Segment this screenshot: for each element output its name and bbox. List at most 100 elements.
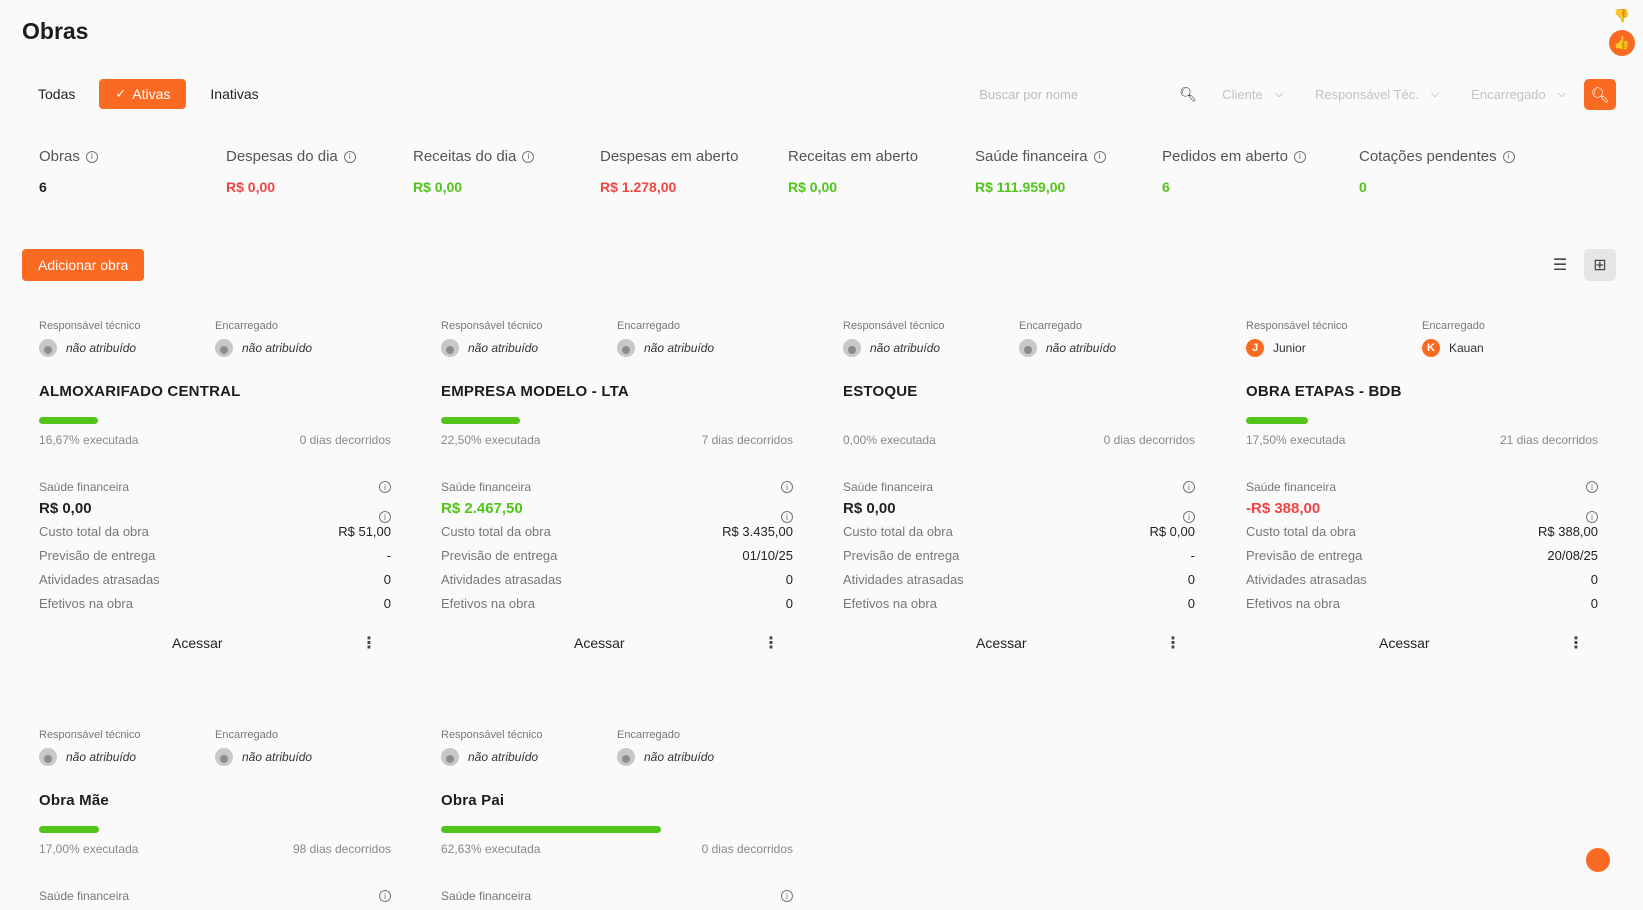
person-name: não atribuído: [1046, 341, 1117, 355]
person-name: não atribuído: [66, 750, 137, 764]
detail-value: 0: [1187, 572, 1195, 587]
card-title[interactable]: Obra Pai: [441, 792, 505, 809]
info-icon[interactable]: i: [85, 150, 98, 163]
person-role: Encarregado: [215, 320, 278, 332]
saude-value: R$ 0,00: [843, 500, 896, 517]
info-icon[interactable]: i: [781, 890, 793, 902]
detail-row-custo: Custo total da obra R$ 388,00 i: [1246, 511, 1598, 539]
detail-label: Custo total da obra: [441, 524, 551, 539]
info-icon[interactable]: i: [781, 511, 793, 523]
person-row: não atribuído: [215, 748, 391, 766]
stat-value: R$ 0,00: [788, 179, 838, 195]
progress-bar: [441, 417, 793, 425]
detail-row-efetivos: Efetivos na obra 0: [1246, 596, 1598, 611]
stat-label: Cotações pendentes: [1359, 148, 1497, 165]
saude-label: Saúde financeira: [441, 480, 532, 494]
list-view-icon[interactable]: ☰: [1552, 257, 1568, 274]
acessar-button[interactable]: Acessar: [574, 635, 625, 651]
more-options-icon[interactable]: ⋮: [361, 635, 377, 652]
tab-ativas[interactable]: ✓ Ativas: [99, 79, 187, 109]
detail-row-previsao: Previsão de entrega -: [39, 548, 391, 563]
progress-meta: 17,00% executada 98 dias decorridos: [39, 842, 391, 856]
card-title[interactable]: EMPRESA MODELO - LTA: [441, 383, 629, 400]
stat-label-row: Obras i: [39, 148, 98, 165]
stat-value: 0: [1359, 179, 1367, 195]
acessar-button[interactable]: Acessar: [1379, 635, 1430, 651]
obra-card: Responsável técnico não atribuído Encarreg…: [843, 320, 1195, 653]
grid-view-icon[interactable]: ⊞: [1584, 249, 1616, 281]
more-options-icon[interactable]: ⋮: [763, 635, 779, 652]
thumbs-down-icon[interactable]: 👎: [1613, 8, 1631, 23]
info-icon[interactable]: i: [522, 150, 535, 163]
detail-row-atividades: Atividades atrasadas 0: [1246, 572, 1598, 587]
progress-dias: 0 dias decorridos: [1103, 433, 1195, 447]
info-icon[interactable]: i: [781, 481, 793, 493]
select-label: Encarregado: [1471, 87, 1546, 102]
info-icon[interactable]: i: [1293, 150, 1306, 163]
card-title[interactable]: ESTOQUE: [843, 383, 918, 400]
search-box: 🔍︎: [979, 86, 1204, 103]
progress-dias: 7 dias decorridos: [701, 433, 793, 447]
person-row: não atribuído: [1019, 339, 1195, 357]
detail-label: Efetivos na obra: [441, 596, 535, 611]
card-people: Responsável técnico J Junior Encarregado K Ka…: [1246, 320, 1598, 357]
info-icon[interactable]: i: [1183, 511, 1195, 523]
progress-fill: [39, 417, 98, 424]
saude-header: Saúde financeira i: [843, 480, 1195, 494]
detail-value: -: [386, 548, 391, 563]
person-role: Encarregado: [1019, 320, 1082, 332]
detail-label: Efetivos na obra: [39, 596, 133, 611]
tab-inativas[interactable]: Inativas: [194, 79, 274, 109]
acessar-button[interactable]: Acessar: [172, 635, 223, 651]
progress-dias: 0 dias decorridos: [299, 433, 391, 447]
info-icon[interactable]: i: [1502, 150, 1515, 163]
saude-label: Saúde financeira: [1246, 480, 1337, 494]
thumbs-up-icon[interactable]: 👍: [1609, 30, 1635, 56]
stat-label-row: Saúde financeira i: [975, 148, 1106, 165]
search-input[interactable]: [979, 87, 1180, 102]
info-icon[interactable]: i: [1093, 150, 1106, 163]
acessar-button[interactable]: Acessar: [976, 635, 1027, 651]
info-icon[interactable]: i: [343, 150, 356, 163]
tab-todas[interactable]: Todas: [22, 79, 91, 109]
chevron-down-icon: ⌵: [1274, 88, 1284, 100]
responsavel-select[interactable]: Responsável Téc. ⌵: [1315, 87, 1439, 102]
progress-fill: [1246, 417, 1308, 424]
progress-fill: [39, 826, 99, 833]
info-icon[interactable]: i: [379, 481, 391, 493]
add-obra-button[interactable]: Adicionar obra: [22, 249, 145, 281]
person-name: não atribuído: [644, 750, 715, 764]
person-block: Encarregado K Kauan: [1422, 320, 1598, 357]
stat-item: Saúde financeira i R$ 111.959,00: [975, 148, 1106, 195]
obra-card: Responsável técnico não atribuído Encarreg…: [441, 320, 793, 653]
card-title[interactable]: Obra Mãe: [39, 792, 109, 809]
progress-executada: 17,50% executada: [1246, 433, 1346, 447]
more-options-icon[interactable]: ⋮: [1165, 635, 1181, 652]
search-icon[interactable]: 🔍︎: [1179, 86, 1197, 102]
info-icon[interactable]: i: [379, 890, 391, 902]
info-icon[interactable]: i: [1586, 511, 1598, 523]
encarregado-select[interactable]: Encarregado ⌵: [1471, 87, 1566, 102]
person-name: Junior: [1273, 341, 1306, 355]
detail-row-efetivos: Efetivos na obra 0: [39, 596, 391, 611]
help-fab[interactable]: [1586, 848, 1610, 872]
progress-bar: [1246, 417, 1598, 425]
stat-item: Despesas em aberto R$ 1.278,00: [600, 148, 738, 195]
person-block: Encarregado não atribuído: [617, 729, 793, 766]
card-title[interactable]: OBRA ETAPAS - BDB: [1246, 383, 1402, 400]
card-title[interactable]: ALMOXARIFADO CENTRAL: [39, 383, 241, 400]
card-actions: Acessar ⋮: [1246, 633, 1598, 653]
progress-executada: 62,63% executada: [441, 842, 541, 856]
info-icon[interactable]: i: [1183, 481, 1195, 493]
search-button[interactable]: 🔍︎: [1584, 79, 1616, 110]
more-options-icon[interactable]: ⋮: [1568, 635, 1584, 652]
progress-executada: 22,50% executada: [441, 433, 541, 447]
progress-executada: 0,00% executada: [843, 433, 936, 447]
progress-executada: 16,67% executada: [39, 433, 139, 447]
detail-row-atividades: Atividades atrasadas 0: [441, 572, 793, 587]
info-icon[interactable]: i: [1586, 481, 1598, 493]
info-icon[interactable]: i: [379, 511, 391, 523]
person-block: Encarregado não atribuído: [617, 320, 793, 357]
detail-label: Atividades atrasadas: [39, 572, 160, 587]
cliente-select[interactable]: Cliente ⌵: [1222, 87, 1283, 102]
